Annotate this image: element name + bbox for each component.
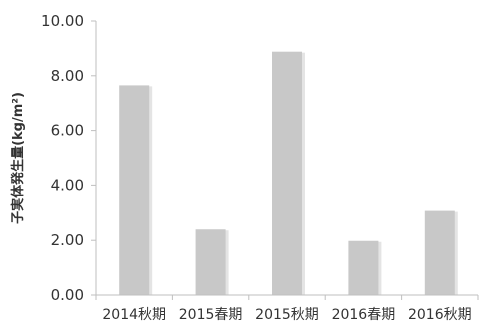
- x-category-label: 2016秋期: [408, 307, 472, 322]
- y-tick-label: 6.00: [51, 122, 84, 140]
- bar-0: [119, 85, 150, 295]
- y-tick-label: 4.00: [51, 176, 84, 194]
- x-ticks: 2014秋期 2015春期 2015秋期 2016春期 2016秋期: [95, 295, 479, 323]
- bar-1: [195, 229, 226, 295]
- bar-2: [272, 51, 302, 295]
- y-axis-label: 子実体発生量(kg/m²): [10, 92, 26, 224]
- x-category-label: 2014秋期: [102, 307, 166, 322]
- bar-4: [424, 210, 455, 295]
- y-tick-label: 0.00: [51, 286, 84, 304]
- x-category-label: 2015秋期: [255, 307, 319, 322]
- bars: [119, 51, 458, 295]
- y-ticks: 0.00 2.00 4.00 6.00 8.00 10.00: [41, 12, 96, 304]
- bar-3: [348, 240, 379, 295]
- x-category-label: 2015春期: [179, 307, 243, 322]
- y-tick-label: 10.00: [41, 12, 84, 30]
- x-category-label: 2016春期: [332, 307, 396, 322]
- axes: [95, 21, 478, 296]
- y-tick-label: 2.00: [51, 231, 84, 249]
- y-tick-label: 8.00: [51, 67, 84, 85]
